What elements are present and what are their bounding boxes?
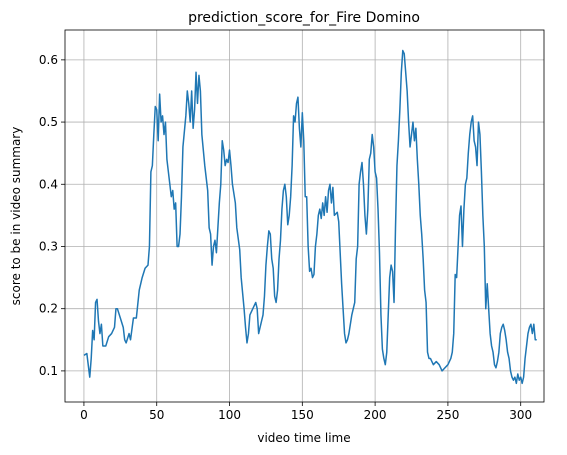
x-tick-label: 200 bbox=[364, 408, 387, 422]
x-tick-label: 150 bbox=[291, 408, 314, 422]
y-tick-label: 0.5 bbox=[39, 115, 58, 129]
y-tick-label: 0.4 bbox=[39, 177, 58, 191]
y-tick-label: 0.2 bbox=[39, 302, 58, 316]
y-tick-label: 0.6 bbox=[39, 53, 58, 67]
chart-title: prediction_score_for_Fire Domino bbox=[188, 10, 420, 26]
data-line bbox=[83, 49, 537, 385]
y-axis-label: score to be in video summary bbox=[9, 127, 23, 306]
x-tick-label: 0 bbox=[80, 408, 88, 422]
x-tick-label: 250 bbox=[436, 408, 459, 422]
y-tick-label: 0.1 bbox=[39, 364, 58, 378]
plot-frame bbox=[64, 29, 545, 403]
x-tick-label: 100 bbox=[218, 408, 241, 422]
x-tick-label: 50 bbox=[149, 408, 164, 422]
x-axis-label: video time lime bbox=[257, 431, 350, 445]
x-tick-label: 300 bbox=[509, 408, 532, 422]
y-tick-label: 0.3 bbox=[39, 239, 58, 253]
